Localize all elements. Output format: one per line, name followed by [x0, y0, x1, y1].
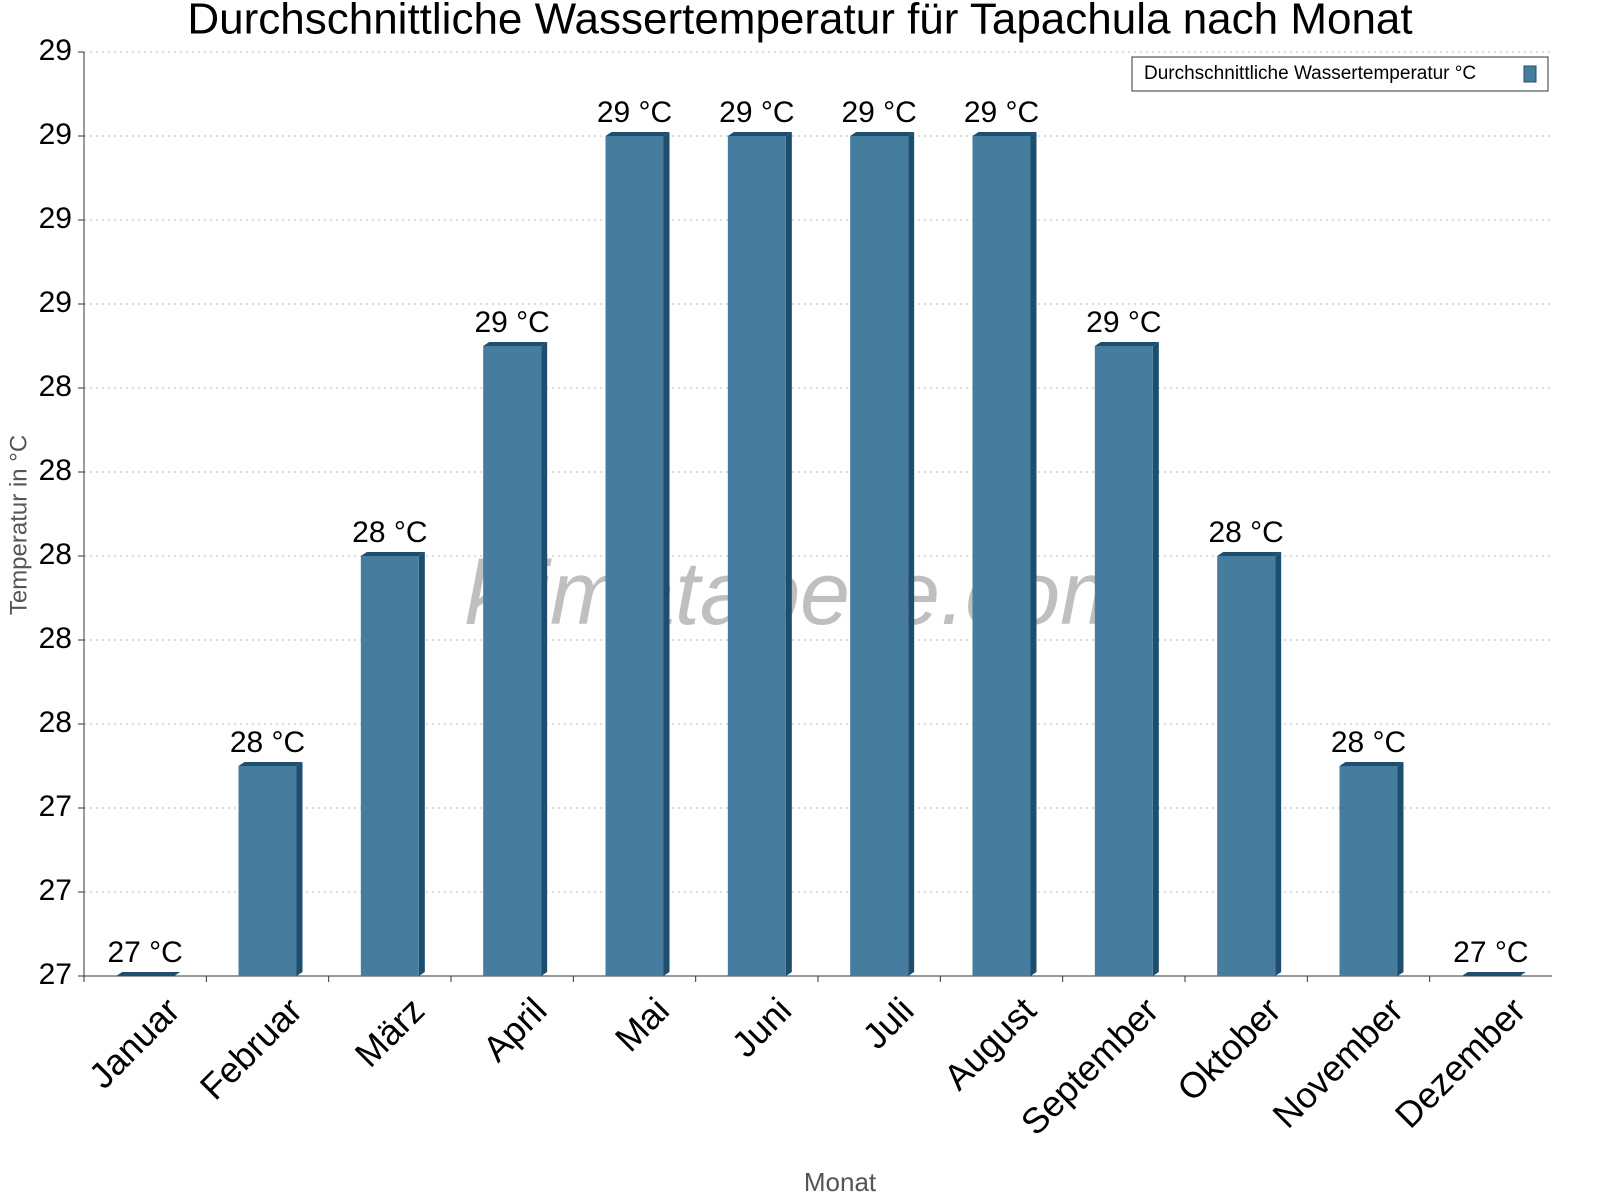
x-tick-label: Dezember: [1387, 989, 1533, 1135]
bar-side: [1030, 132, 1037, 976]
x-tick-label: April: [475, 989, 555, 1069]
bar-cap: [483, 342, 548, 346]
bar-cap: [238, 762, 303, 766]
y-tick-label: 28: [39, 538, 72, 571]
value-label: 29 °C: [474, 306, 549, 339]
bar: [1217, 556, 1276, 976]
bar: [605, 136, 664, 976]
x-tick-label: Juli: [854, 989, 921, 1056]
value-label: 29 °C: [841, 96, 916, 129]
value-label: 29 °C: [719, 96, 794, 129]
y-tick-label: 27: [39, 874, 72, 907]
x-tick-label: Februar: [192, 989, 310, 1107]
y-tick-label: 28: [39, 370, 72, 403]
bar: [972, 136, 1031, 976]
bar-side: [1275, 552, 1282, 976]
x-tick-label: Oktober: [1169, 989, 1289, 1109]
y-tick-label: 28: [39, 454, 72, 487]
bar: [238, 766, 297, 976]
y-tick-label: 29: [39, 202, 72, 235]
x-tick-label: März: [347, 989, 433, 1075]
y-tick-label: 27: [39, 790, 72, 823]
bar-side: [541, 342, 548, 976]
value-label: 27 °C: [1453, 936, 1528, 969]
value-label: 29 °C: [964, 96, 1039, 129]
bar-side: [1152, 342, 1159, 976]
bar: [727, 136, 786, 976]
x-tick-label: November: [1264, 989, 1410, 1135]
bar-cap: [972, 132, 1037, 136]
bar-side: [418, 552, 425, 976]
bar-cap: [1217, 552, 1282, 556]
value-label: 29 °C: [1086, 306, 1161, 339]
x-tick-label: August: [936, 989, 1044, 1097]
value-label: 28 °C: [1208, 516, 1283, 549]
legend-box: [1131, 56, 1549, 92]
bar: [1094, 346, 1153, 976]
y-tick-label: 29: [39, 286, 72, 319]
bar-cap: [1094, 342, 1159, 346]
bar-side: [296, 762, 303, 976]
bar-cap: [727, 132, 792, 136]
y-tick-label: 29: [39, 118, 72, 151]
bar: [850, 136, 909, 976]
x-tick-label: Juni: [724, 989, 800, 1065]
legend-swatch: [1523, 65, 1537, 83]
x-tick-label: Mai: [607, 989, 677, 1059]
bar: [483, 346, 542, 976]
value-label: 28 °C: [230, 726, 305, 759]
y-tick-label: 28: [39, 622, 72, 655]
bar: [360, 556, 419, 976]
bar-cap: [360, 552, 425, 556]
y-tick-label: 27: [39, 958, 72, 991]
value-label: 27 °C: [107, 936, 182, 969]
x-tick-label: Januar: [81, 989, 188, 1096]
bar-side: [908, 132, 915, 976]
value-label: 28 °C: [352, 516, 427, 549]
bar-side: [785, 132, 792, 976]
bar-cap: [1339, 762, 1404, 766]
x-axis-label: Monat: [804, 1167, 877, 1197]
bar-cap: [116, 972, 181, 976]
bar-side: [663, 132, 670, 976]
bar: [1339, 766, 1398, 976]
value-label: 28 °C: [1331, 726, 1406, 759]
chart-title: Durchschnittliche Wassertemperatur für T…: [187, 0, 1412, 44]
bar-cap: [605, 132, 670, 136]
bar-side: [1397, 762, 1404, 976]
legend-label: Durchschnittliche Wassertemperatur °C: [1144, 63, 1476, 84]
value-label: 29 °C: [597, 96, 672, 129]
y-tick-label: 28: [39, 706, 72, 739]
y-axis-label: Temperatur in °C: [5, 435, 32, 615]
bar-cap: [850, 132, 915, 136]
y-tick-label: 29: [39, 34, 72, 67]
bar-cap: [1461, 972, 1526, 976]
